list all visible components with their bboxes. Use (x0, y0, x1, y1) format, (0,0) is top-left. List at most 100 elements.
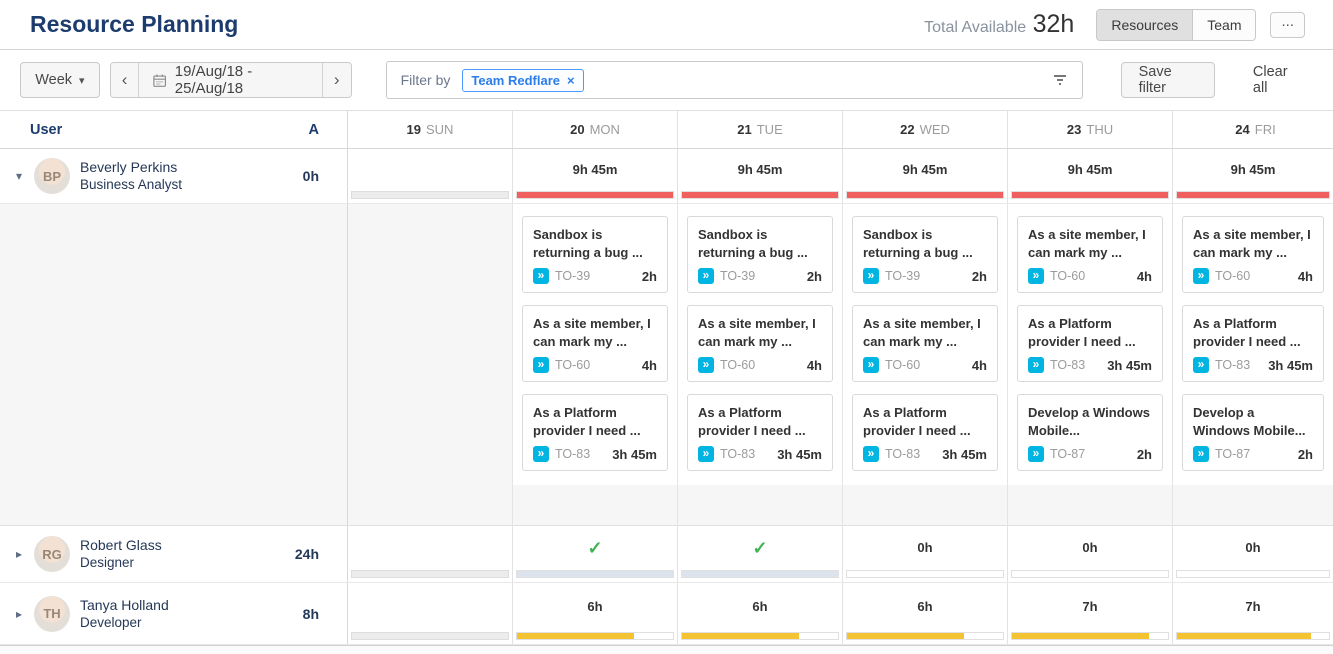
task-card[interactable]: Sandbox is returning a bug ... » TO-39 2h (522, 216, 668, 293)
day-header-thu: 23 THU (1008, 111, 1173, 148)
filter-input[interactable]: Filter by Team Redflare × (385, 61, 1083, 99)
date-range-button[interactable]: 19/Aug/18 - 25/Aug/18 (138, 63, 323, 97)
availability-cell-thu: 7h (1008, 583, 1173, 644)
user-panel[interactable]: ▸ RG Robert Glass Designer 24h (0, 526, 348, 582)
task-hours: 2h (1297, 446, 1313, 462)
task-card[interactable]: As a site member, I can mark my ... » TO-6… (687, 305, 833, 382)
collapse-caret-icon[interactable]: ▾ (16, 169, 23, 183)
clear-all-button[interactable]: Clear all (1252, 64, 1288, 96)
user-info: Beverly Perkins Business Analyst (80, 158, 182, 194)
task-hours: 3h 45m (777, 446, 822, 462)
capacity-bar-track (846, 632, 1004, 640)
task-hours: 3h 45m (1268, 357, 1313, 373)
capacity-bar-track (351, 632, 509, 640)
capacity-bar-track (516, 570, 674, 578)
save-filter-button[interactable]: Save filter (1120, 62, 1215, 98)
user-panel[interactable]: ▾ BP Beverly Perkins Business Analyst 0h (0, 149, 348, 203)
day-number: 22 (900, 122, 915, 137)
day-number: 21 (737, 122, 752, 137)
story-double-chevron-icon: » (863, 357, 879, 373)
availability-hours-label: 9h 45m (737, 161, 783, 177)
task-card[interactable]: As a Platform provider I need ... » TO-83 3… (1017, 305, 1163, 382)
card-stack: Sandbox is returning a bug ... » TO-39 2h As… (843, 204, 1007, 485)
resources-view-button[interactable]: Resources (1097, 9, 1193, 40)
story-double-chevron-icon: » (533, 268, 549, 284)
task-card[interactable]: As a Platform provider I need ... » TO-83 3… (522, 394, 668, 471)
check-icon: ✓ (752, 537, 768, 558)
capacity-bar-track (681, 191, 839, 199)
check-icon: ✓ (587, 537, 603, 558)
total-available-value: 32h (1032, 10, 1075, 38)
chevron-down-icon: ▾ (79, 74, 85, 87)
availability-cell-mon: 9h 45m (513, 149, 678, 203)
period-dropdown-button[interactable]: Week ▾ (20, 62, 100, 98)
availability-cell-tue: 6h (678, 583, 843, 644)
capacity-bar-track (1176, 570, 1330, 578)
task-card[interactable]: As a site member, I can mark my ... » TO-6… (522, 305, 668, 382)
task-column-thu: As a site member, I can mark my ... » TO-6… (1008, 204, 1173, 525)
task-card[interactable]: As a site member, I can mark my ... » TO-6… (1017, 216, 1163, 293)
availability-hours-label: 6h (587, 599, 603, 614)
task-card[interactable]: Develop a Windows Mobile... » TO-87 2h (1182, 394, 1324, 471)
task-hours: 4h (1136, 268, 1152, 284)
filter-tag-label: Team Redflare (471, 72, 561, 88)
issue-key: TO-60 (720, 358, 756, 372)
day-header-fri: 24 FRI (1173, 111, 1333, 148)
more-options-button[interactable]: ... (1270, 11, 1305, 38)
task-card[interactable]: Sandbox is returning a bug ... » TO-39 2h (852, 216, 998, 293)
availability-cell-sun (348, 149, 513, 203)
capacity-bar-track (846, 191, 1004, 199)
availability-cell-mon: ✓ (513, 526, 678, 582)
date-range-label: 19/Aug/18 - 25/Aug/18 (174, 63, 253, 97)
issue-key: TO-83 (1215, 358, 1251, 372)
issue-key: TO-83 (720, 447, 756, 461)
horizontal-scrollbar-strip[interactable] (0, 645, 1333, 654)
task-card-footer: » TO-83 3h 45m (533, 446, 657, 462)
task-card[interactable]: As a Platform provider I need ... » TO-83 3… (1182, 305, 1324, 382)
remove-filter-icon[interactable]: × (567, 72, 575, 88)
task-hours: 3h 45m (942, 446, 987, 462)
task-hours: 2h (641, 268, 657, 284)
team-view-button[interactable]: Team (1192, 9, 1256, 40)
user-role: Developer (80, 614, 142, 630)
task-card-footer: » TO-60 4h (1028, 268, 1152, 284)
availability-hours-label: 6h (917, 599, 933, 614)
filter-funnel-icon[interactable] (1052, 73, 1068, 87)
expand-caret-icon[interactable]: ▸ (16, 547, 23, 561)
task-card-title: As a site member, I can mark my ... (1028, 227, 1146, 260)
day-name: SUN (426, 122, 454, 137)
expand-caret-icon[interactable]: ▸ (16, 606, 23, 621)
user-panel[interactable]: ▸ TH Tanya Holland Developer 8h (0, 583, 348, 644)
availability-cell-tue: ✓ (678, 526, 843, 582)
task-hours: 3h 45m (612, 446, 657, 462)
period-dropdown-label: Week (35, 72, 73, 88)
task-card[interactable]: As a site member, I can mark my ... » TO-6… (1182, 216, 1324, 293)
task-card-title: Sandbox is returning a bug ... (863, 227, 973, 260)
task-card[interactable]: As a Platform provider I need ... » TO-83 3… (687, 394, 833, 471)
day-name: FRI (1254, 122, 1276, 137)
availability-cell-thu: 9h 45m (1008, 149, 1173, 203)
issue-key: TO-39 (720, 269, 756, 283)
card-stack: As a site member, I can mark my ... » TO-6… (1008, 204, 1172, 485)
availability-cell-thu: 0h (1008, 526, 1173, 582)
task-card[interactable]: Sandbox is returning a bug ... » TO-39 2h (687, 216, 833, 293)
day-name: THU (1086, 122, 1114, 137)
filter-tag-team-redflare[interactable]: Team Redflare × (462, 68, 584, 92)
availability-cell-wed: 6h (843, 583, 1008, 644)
task-card-title: As a Platform provider I need ... (698, 405, 806, 438)
previous-week-button[interactable]: ‹ (110, 63, 139, 97)
story-double-chevron-icon: » (863, 446, 879, 462)
issue-key: TO-39 (885, 269, 921, 283)
card-stack: Sandbox is returning a bug ... » TO-39 2h As… (678, 204, 842, 485)
task-hours: 4h (641, 357, 657, 373)
availability-hours-label: 0h (1082, 539, 1098, 555)
task-card[interactable]: Develop a Windows Mobile... » TO-87 2h (1017, 394, 1163, 471)
next-week-button[interactable]: › (322, 63, 351, 97)
avatar: TH (34, 595, 70, 632)
story-double-chevron-icon: » (1028, 268, 1044, 284)
task-card[interactable]: As a site member, I can mark my ... » TO-6… (852, 305, 998, 382)
story-double-chevron-icon: » (1028, 446, 1044, 462)
task-card[interactable]: As a Platform provider I need ... » TO-83 3… (852, 394, 998, 471)
availability-hours-label: 9h 45m (1067, 161, 1113, 177)
task-card-title: Sandbox is returning a bug ... (698, 227, 808, 260)
